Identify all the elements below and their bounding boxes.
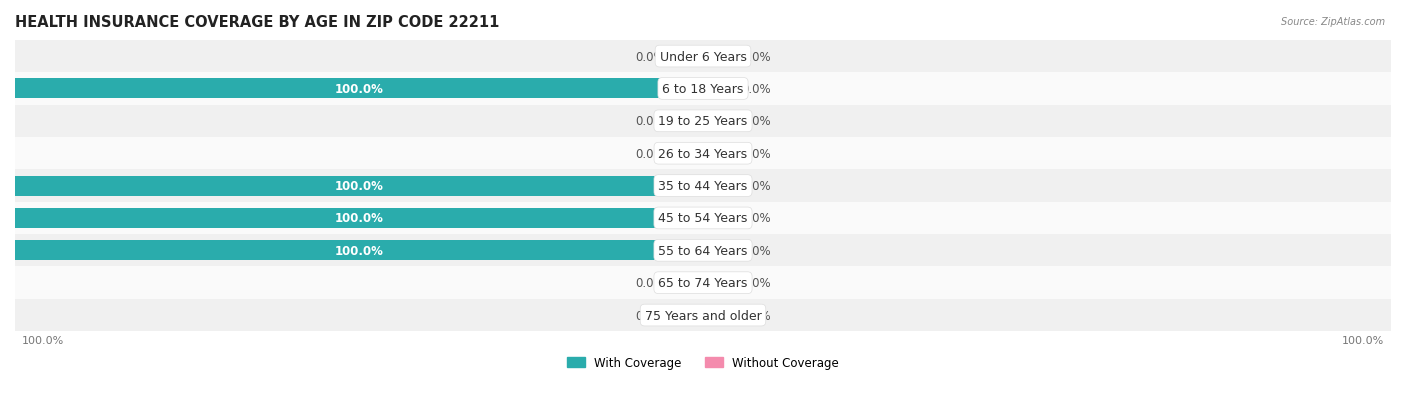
- Bar: [15, 202, 1391, 235]
- Text: 0.0%: 0.0%: [741, 277, 770, 290]
- Text: 0.0%: 0.0%: [636, 50, 665, 64]
- Bar: [672, 144, 703, 164]
- Text: 0.0%: 0.0%: [741, 309, 770, 322]
- Text: 35 to 44 Years: 35 to 44 Years: [658, 180, 748, 192]
- Bar: [703, 209, 734, 228]
- Bar: [15, 73, 1391, 105]
- Bar: [672, 112, 703, 131]
- Bar: [15, 235, 1391, 267]
- Bar: [703, 176, 734, 196]
- Text: 100.0%: 100.0%: [335, 83, 384, 96]
- Text: 6 to 18 Years: 6 to 18 Years: [662, 83, 744, 96]
- Text: 26 to 34 Years: 26 to 34 Years: [658, 147, 748, 160]
- Bar: [672, 305, 703, 325]
- Text: 55 to 64 Years: 55 to 64 Years: [658, 244, 748, 257]
- Text: 100.0%: 100.0%: [335, 244, 384, 257]
- Text: 0.0%: 0.0%: [741, 50, 770, 64]
- Text: 0.0%: 0.0%: [636, 309, 665, 322]
- Bar: [15, 299, 1391, 332]
- Text: 65 to 74 Years: 65 to 74 Years: [658, 277, 748, 290]
- Text: Under 6 Years: Under 6 Years: [659, 50, 747, 64]
- Text: 100.0%: 100.0%: [335, 212, 384, 225]
- Bar: [703, 273, 734, 293]
- Bar: [15, 105, 1391, 138]
- Text: 0.0%: 0.0%: [636, 147, 665, 160]
- Bar: [703, 112, 734, 131]
- Text: 0.0%: 0.0%: [636, 277, 665, 290]
- Bar: [15, 209, 703, 228]
- Bar: [672, 273, 703, 293]
- Text: 45 to 54 Years: 45 to 54 Years: [658, 212, 748, 225]
- Text: 100.0%: 100.0%: [22, 335, 65, 345]
- Text: 100.0%: 100.0%: [1341, 335, 1384, 345]
- Text: 0.0%: 0.0%: [741, 212, 770, 225]
- Text: 0.0%: 0.0%: [741, 83, 770, 96]
- Bar: [15, 241, 703, 261]
- Text: 75 Years and older: 75 Years and older: [644, 309, 762, 322]
- Text: 19 to 25 Years: 19 to 25 Years: [658, 115, 748, 128]
- Bar: [703, 144, 734, 164]
- Bar: [703, 305, 734, 325]
- Bar: [15, 138, 1391, 170]
- Bar: [703, 241, 734, 261]
- Legend: With Coverage, Without Coverage: With Coverage, Without Coverage: [567, 356, 839, 369]
- Text: 0.0%: 0.0%: [741, 244, 770, 257]
- Text: Source: ZipAtlas.com: Source: ZipAtlas.com: [1281, 17, 1385, 26]
- Bar: [15, 79, 703, 99]
- Bar: [672, 47, 703, 67]
- Bar: [15, 41, 1391, 73]
- Bar: [703, 47, 734, 67]
- Bar: [15, 267, 1391, 299]
- Bar: [15, 170, 1391, 202]
- Text: 0.0%: 0.0%: [741, 180, 770, 192]
- Text: 100.0%: 100.0%: [335, 180, 384, 192]
- Text: HEALTH INSURANCE COVERAGE BY AGE IN ZIP CODE 22211: HEALTH INSURANCE COVERAGE BY AGE IN ZIP …: [15, 15, 499, 30]
- Text: 0.0%: 0.0%: [741, 115, 770, 128]
- Text: 0.0%: 0.0%: [741, 147, 770, 160]
- Text: 0.0%: 0.0%: [636, 115, 665, 128]
- Bar: [703, 79, 734, 99]
- Bar: [15, 176, 703, 196]
